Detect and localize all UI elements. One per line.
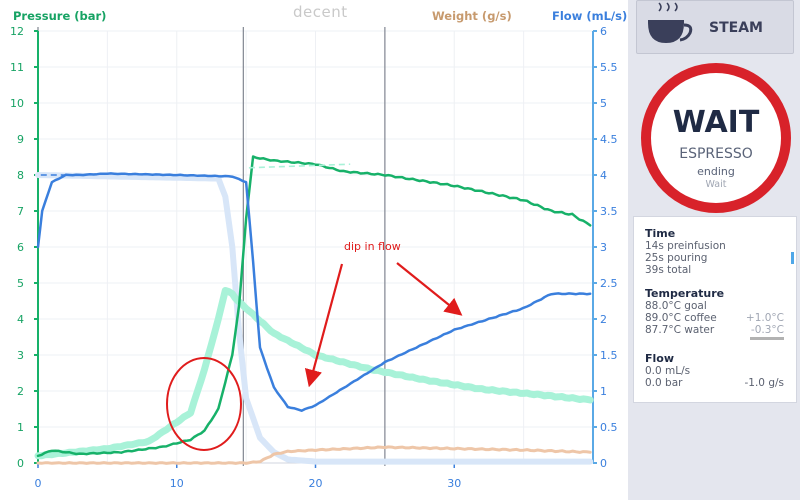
flow-tick-label: 5.5 [600, 61, 618, 74]
flow-goal-line [35, 172, 594, 465]
pressure-tick-label: 3 [17, 349, 24, 362]
flow-tick-label: 2 [600, 313, 607, 326]
steam-button[interactable]: STEAM [636, 0, 794, 54]
pressure-tick-label: 12 [10, 25, 24, 38]
pressure-tick-label: 2 [17, 385, 24, 398]
pressure-tick-label: 1 [17, 421, 24, 434]
scroll-indicator[interactable] [791, 252, 794, 264]
pressure-goal-line [34, 287, 594, 460]
flow-tick-label: 1.5 [600, 349, 618, 362]
flow-tick-label: 5 [600, 97, 607, 110]
temperature-heading: Temperature [645, 287, 725, 300]
flow-tick-label: 2.5 [600, 277, 618, 290]
flow-line [36, 172, 592, 412]
annotation-arrow-right [396, 262, 463, 316]
pressure-tick-label: 11 [10, 61, 24, 74]
flow-dip-annotation: dip in flow [344, 240, 401, 253]
flow-tick-label: 4.5 [600, 133, 618, 146]
annotation-arrow-left [304, 263, 344, 388]
highlight-circle [166, 357, 242, 451]
time-tick-label: 30 [447, 477, 461, 490]
status-state: ending [697, 165, 735, 178]
pressure-tick-label: 6 [17, 241, 24, 254]
pressure-axis-title: Pressure (bar) [13, 9, 107, 23]
time-tick-label: 20 [309, 477, 323, 490]
pouring-time: 25s pouring [645, 252, 708, 264]
time-tick-label: 10 [170, 477, 184, 490]
flow-tick-label: 6 [600, 25, 607, 38]
flow-tick-label: 0.5 [600, 421, 618, 434]
pressure-tick-label: 5 [17, 277, 24, 290]
pressure-tick-label: 4 [17, 313, 24, 326]
pressure-tick-label: 7 [17, 205, 24, 218]
total-time: 39s total [645, 264, 692, 276]
preinfusion-time: 14s preinfusion [645, 240, 726, 252]
steam-label: STEAM [709, 20, 763, 36]
flow-tick-label: 3 [600, 241, 607, 254]
coffee-temperature: 89.0°C coffee [645, 312, 717, 324]
weight-line [36, 445, 592, 465]
water-delta-bar [750, 337, 784, 340]
chart-plot: 012345678910111200.511.522.533.544.555.5… [10, 25, 618, 490]
pressure-tick-label: 10 [10, 97, 24, 110]
status-profile: ESPRESSO [679, 146, 753, 162]
goal-temperature: 88.0°C goal [645, 300, 707, 312]
flow-tick-label: 3.5 [600, 205, 618, 218]
weight-axis-title: Weight (g/s) [432, 9, 512, 23]
weight-rate: -1.0 g/s [744, 377, 785, 389]
flow-rate: 0.0 mL/s [645, 365, 691, 377]
flow-heading: Flow [645, 352, 675, 365]
pressure-reading: 0.0 bar [645, 377, 683, 389]
flow-tick-label: 0 [600, 457, 607, 470]
pressure-target-dashed [248, 163, 351, 169]
status-indicator[interactable]: WAIT ESPRESSO ending Wait [641, 63, 791, 213]
pressure-tick-label: 8 [17, 169, 24, 182]
time-tick-label: 0 [35, 477, 42, 490]
water-temperature: 87.7°C water [645, 324, 715, 336]
time-heading: Time [645, 227, 676, 240]
shot-chart: 0 1 2 3 4 5 6 7 8 9 10 11 12 0 0.5 1 1.5 2 2.5 3 3.5 4 4.5 5 5.5… [0, 0, 628, 500]
coffee-temperature-delta: +1.0°C [745, 312, 784, 324]
pressure-line [36, 155, 592, 458]
pressure-tick-label: 9 [17, 133, 24, 146]
flow-tick-label: 1 [600, 385, 607, 398]
status-main-text: WAIT [672, 105, 760, 140]
pressure-tick-label: 0 [17, 457, 24, 470]
decent-logo: decent [293, 3, 348, 21]
flow-axis-title: Flow (mL/s) [552, 9, 628, 23]
status-detail: Wait [705, 179, 727, 190]
water-temperature-delta: -0.3°C [750, 324, 784, 336]
flow-tick-label: 4 [600, 169, 607, 182]
coffee-cup-icon [648, 2, 693, 43]
shot-info-panel: Time 14s preinfusion 25s pouring 39s tot… [633, 216, 797, 403]
